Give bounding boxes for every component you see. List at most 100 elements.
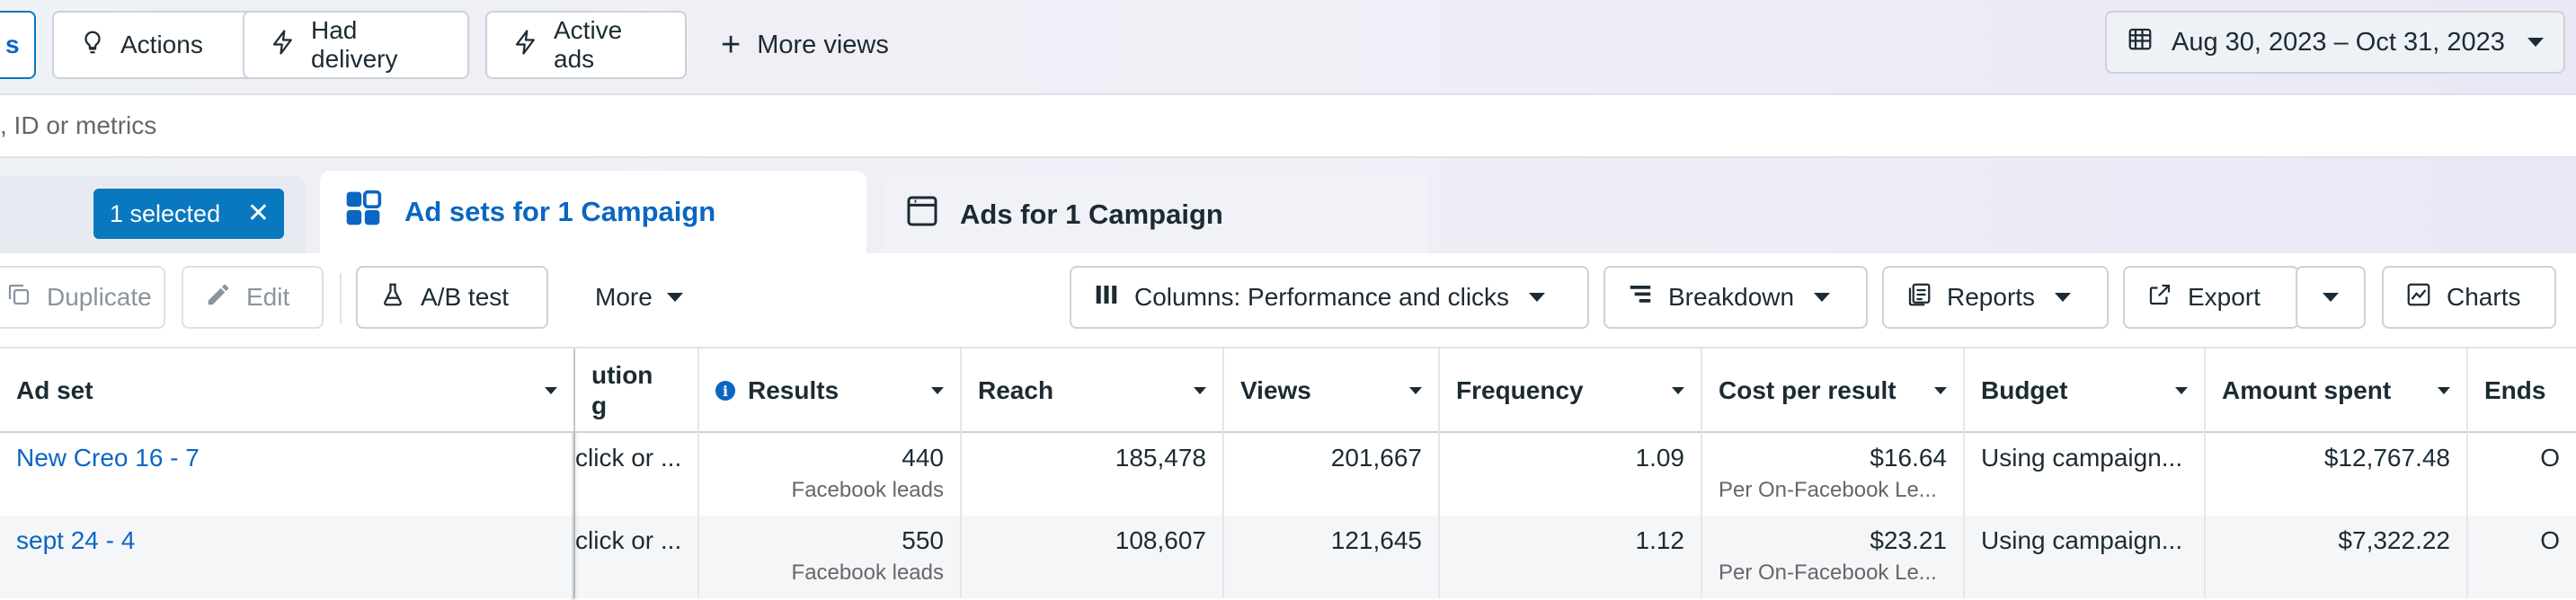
cell-cost-per-result: $16.64 Per On-Facebook Le... (1702, 433, 1965, 516)
lightning-icon (270, 29, 297, 62)
toolbar: Duplicate Edit A/B test More Columns: Pe… (0, 253, 2576, 347)
frequency-value: 1.09 (1635, 444, 1685, 472)
search-input[interactable] (0, 99, 1079, 153)
had-delivery-label: Had delivery (311, 16, 398, 73)
reach-value: 185,478 (1115, 444, 1206, 472)
cell-results: 550 Facebook leads (699, 516, 962, 598)
tab-ad-sets[interactable]: Ad sets for 1 Campaign (320, 171, 866, 253)
more-label: More (595, 283, 653, 311)
results-type: Facebook leads (791, 478, 944, 502)
flask-icon (379, 281, 406, 314)
active-ads-button[interactable]: Active ads (485, 11, 687, 79)
edit-button[interactable]: Edit (182, 266, 324, 329)
close-icon[interactable]: ✕ (246, 199, 270, 228)
had-delivery-button[interactable]: Had delivery (243, 11, 469, 79)
cell-frequency: 1.09 (1440, 433, 1702, 516)
column-header-ends[interactable]: Ends (2468, 349, 2576, 433)
tab-ads[interactable]: Ads for 1 Campaign (883, 176, 1429, 253)
table-header: Ad set ution g i Results Reach Views Fre… (0, 347, 2576, 433)
column-header-label: Cost per result (1719, 376, 1896, 404)
cell-ends: O (2468, 433, 2576, 516)
export-button[interactable]: Export (2123, 266, 2299, 329)
info-icon[interactable]: i (715, 381, 735, 401)
ab-test-button[interactable]: A/B test (356, 266, 548, 329)
date-range-picker[interactable]: Aug 30, 2023 – Oct 31, 2023 (2105, 11, 2565, 74)
column-header-ad-set[interactable]: Ad set (0, 349, 575, 433)
column-header-label: Amount spent (2222, 376, 2392, 404)
cell-budget[interactable]: Using campaign... (1965, 516, 2206, 598)
cell-budget[interactable]: Using campaign... (1965, 433, 2206, 516)
plus-icon: + (721, 26, 742, 64)
chevron-down-icon[interactable] (2438, 387, 2450, 394)
chevron-down-icon[interactable] (1194, 387, 1206, 394)
column-header-amount-spent[interactable]: Amount spent (2206, 349, 2468, 433)
more-button[interactable]: More (572, 266, 706, 329)
column-header-cost-per-result[interactable]: Cost per result (1702, 349, 1965, 433)
duplicate-label: Duplicate (47, 283, 152, 311)
views-value: 121,645 (1330, 526, 1422, 554)
cost-per-result-value: $23.21 (1870, 526, 1947, 554)
cell-cost-per-result: $23.21 Per On-Facebook Le... (1702, 516, 1965, 598)
reports-icon (1905, 281, 1932, 314)
column-header-reach[interactable]: Reach (962, 349, 1224, 433)
columns-button[interactable]: Columns: Performance and clicks (1070, 266, 1589, 329)
reach-value: 108,607 (1115, 526, 1206, 554)
selected-pill-label: 1 selected (110, 199, 221, 227)
column-header-label: Views (1240, 376, 1311, 404)
table-row[interactable]: sept 24 - 4 click or ... 550 Facebook le… (0, 516, 2576, 598)
selected-filter-pill[interactable]: 1 selected ✕ (93, 189, 284, 239)
actions-button[interactable]: Actions (52, 11, 270, 79)
results-type: Facebook leads (791, 560, 944, 585)
column-header-label: Ad set (16, 376, 93, 404)
ad-set-name-link[interactable]: sept 24 - 4 (16, 526, 136, 554)
budget-value: Using campaign... (1981, 526, 2183, 554)
cell-ends: O (2468, 516, 2576, 598)
column-header-label: Frequency (1456, 376, 1584, 404)
chevron-down-icon[interactable] (931, 387, 944, 394)
cell-ad-set[interactable]: New Creo 16 - 7 (0, 433, 575, 516)
charts-button[interactable]: Charts (2382, 266, 2556, 329)
cell-ad-set[interactable]: sept 24 - 4 (0, 516, 575, 598)
column-header-attribution[interactable]: ution g (575, 349, 699, 433)
duplicate-icon (5, 281, 32, 314)
breakdown-icon (1627, 281, 1654, 314)
column-header-views[interactable]: Views (1224, 349, 1440, 433)
chevron-down-icon (2055, 293, 2072, 302)
column-header-budget[interactable]: Budget (1965, 349, 2206, 433)
ends-value: O (2540, 444, 2560, 472)
cost-per-result-type: Per On-Facebook Le... (1719, 560, 1937, 585)
cell-amount-spent: $12,767.48 (2206, 433, 2468, 516)
filter-button-partial[interactable]: s (0, 11, 36, 79)
column-header-results[interactable]: i Results (699, 349, 962, 433)
column-header-frequency[interactable]: Frequency (1440, 349, 1702, 433)
tab-ads-label: Ads for 1 Campaign (960, 199, 1223, 230)
chevron-down-icon[interactable] (1672, 387, 1684, 394)
export-dropdown-button[interactable] (2296, 266, 2366, 329)
cost-per-result-value: $16.64 (1870, 444, 1947, 472)
breakdown-label: Breakdown (1668, 283, 1795, 311)
more-views-button[interactable]: + More views (721, 11, 889, 79)
chevron-down-icon[interactable] (1934, 387, 1947, 394)
table-row[interactable]: New Creo 16 - 7 click or ... 440 Faceboo… (0, 433, 2576, 516)
chevron-down-icon[interactable] (545, 387, 557, 394)
cell-frequency: 1.12 (1440, 516, 1702, 598)
column-header-label: Budget (1981, 376, 2068, 404)
ad-set-name-link[interactable]: New Creo 16 - 7 (16, 444, 200, 472)
chevron-down-icon (2323, 293, 2339, 302)
reports-label: Reports (1947, 283, 2036, 311)
charts-label: Charts (2447, 283, 2521, 311)
chevron-down-icon[interactable] (2175, 387, 2188, 394)
lightning-icon (512, 29, 539, 62)
cell-views: 201,667 (1224, 433, 1440, 516)
breakdown-button[interactable]: Breakdown (1603, 266, 1868, 329)
reports-button[interactable]: Reports (1882, 266, 2109, 329)
calendar-icon (2127, 25, 2154, 59)
views-value: 201,667 (1330, 444, 1422, 472)
chevron-down-icon[interactable] (1409, 387, 1422, 394)
duplicate-button[interactable]: Duplicate (0, 266, 165, 329)
tab-ad-sets-label: Ad sets for 1 Campaign (404, 196, 716, 227)
actions-label: Actions (120, 31, 203, 58)
chevron-down-icon (1529, 293, 1546, 302)
filter-button-label: s (5, 31, 20, 58)
pencil-icon (205, 281, 232, 314)
